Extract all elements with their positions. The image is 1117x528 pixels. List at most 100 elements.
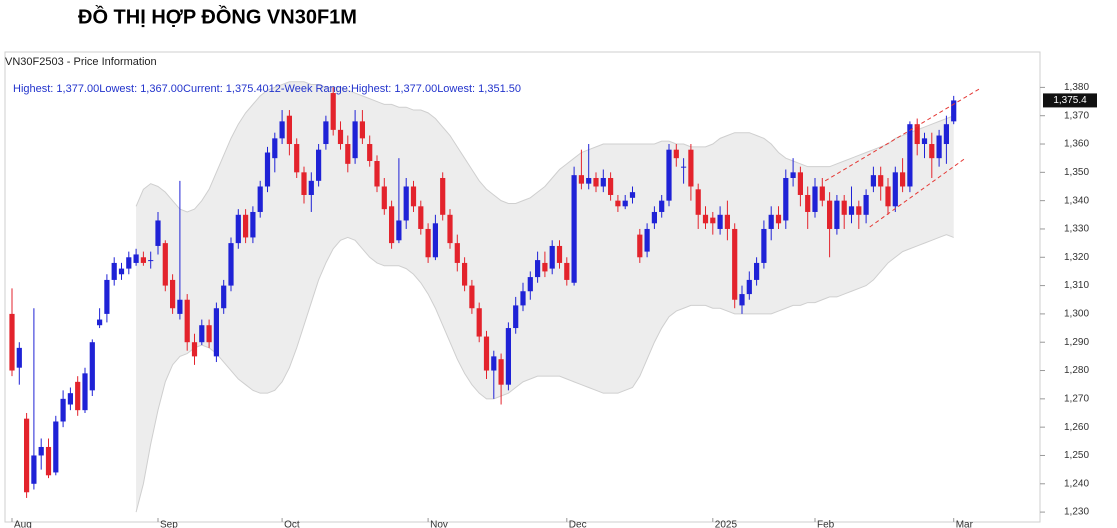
candle-body xyxy=(294,144,300,173)
candle-body xyxy=(761,228,767,263)
candle-body xyxy=(805,194,811,212)
candle-body xyxy=(498,359,504,385)
candle-body xyxy=(418,206,424,229)
x-tick-label: Dec xyxy=(569,520,587,528)
candle-body xyxy=(520,291,526,306)
candle-body xyxy=(608,177,614,195)
candle-body xyxy=(819,186,825,201)
candle-body xyxy=(272,138,278,159)
candle-body xyxy=(943,124,949,145)
candle-body xyxy=(184,299,190,343)
y-tick-label: 1,280 xyxy=(1064,365,1089,376)
candle-body xyxy=(921,138,928,145)
candle-body xyxy=(155,220,161,246)
candle-body xyxy=(403,186,409,221)
x-tick-label: Aug xyxy=(14,520,32,528)
candle-body xyxy=(250,211,256,238)
candle-body xyxy=(199,325,205,343)
y-tick-label: 1,350 xyxy=(1064,167,1089,178)
candle-body xyxy=(454,243,460,263)
candle-body xyxy=(16,347,22,368)
candle-body xyxy=(644,228,650,252)
candle-body xyxy=(286,115,292,145)
candle-body xyxy=(374,161,380,187)
candle-body xyxy=(556,245,563,263)
candle-body xyxy=(870,175,876,187)
candle-body xyxy=(513,305,519,329)
y-tick-label: 1,230 xyxy=(1064,507,1089,518)
candle-body xyxy=(45,446,52,476)
y-tick-label: 1,310 xyxy=(1064,280,1089,291)
x-tick-label: 2025 xyxy=(715,520,738,528)
candle-body xyxy=(739,294,745,306)
candle-body xyxy=(505,328,511,385)
candle-body xyxy=(790,172,796,178)
y-tick-label: 1,300 xyxy=(1064,309,1089,320)
x-tick-label: Sep xyxy=(160,520,178,528)
candle-body xyxy=(60,398,66,422)
candle-body xyxy=(812,186,818,212)
candle-body xyxy=(111,262,117,280)
candle-body xyxy=(67,393,73,405)
candle-body xyxy=(651,211,657,224)
y-tick-label: 1,330 xyxy=(1064,224,1089,235)
candle-body xyxy=(31,455,37,484)
candle-body xyxy=(425,228,431,258)
candle-body xyxy=(666,149,672,201)
candle-body xyxy=(228,243,234,286)
candle-body xyxy=(834,200,840,229)
candle-body xyxy=(367,144,373,162)
candle-body xyxy=(257,186,263,212)
candle-body xyxy=(221,285,227,309)
candle-body xyxy=(783,177,789,221)
candle-body xyxy=(863,194,869,215)
candle-body xyxy=(936,135,942,159)
candle-body xyxy=(659,200,665,212)
x-tick-label: Feb xyxy=(817,520,835,528)
y-tick-label: 1,380 xyxy=(1064,82,1089,93)
candle-body xyxy=(177,299,183,314)
candle-body xyxy=(571,175,577,283)
candle-body xyxy=(410,186,417,207)
candle-body xyxy=(118,268,125,275)
band-layer xyxy=(135,81,954,513)
candle-body xyxy=(900,172,906,187)
candle-body xyxy=(878,175,884,187)
candle-body xyxy=(396,220,402,241)
candle-body xyxy=(702,214,709,224)
marks-layer xyxy=(9,87,981,498)
candle-body xyxy=(797,172,803,195)
candle-body xyxy=(389,206,395,244)
candle-body xyxy=(476,308,482,337)
candle-body xyxy=(929,144,935,159)
candle-body xyxy=(170,279,176,309)
y-tick-label: 1,320 xyxy=(1064,252,1089,263)
candle-body xyxy=(279,121,285,139)
candle-body xyxy=(337,129,344,145)
candle-body xyxy=(695,189,701,215)
candle-body xyxy=(462,262,468,286)
candle-body xyxy=(688,149,694,187)
current-price-box xyxy=(1043,93,1097,108)
candle-body xyxy=(491,356,497,371)
candle-body xyxy=(768,214,774,229)
candle-body xyxy=(140,257,146,263)
candle-body xyxy=(206,325,212,343)
candle-body xyxy=(527,277,533,292)
candle-body xyxy=(907,124,913,187)
candle-body xyxy=(330,93,336,130)
candle-body xyxy=(746,279,752,295)
candle-body xyxy=(352,121,358,159)
candle-body xyxy=(717,214,723,229)
candle-body xyxy=(308,180,314,195)
candle-body xyxy=(483,336,490,371)
candle-body xyxy=(38,446,44,456)
candle-body xyxy=(622,200,628,207)
x-tick-label: Oct xyxy=(284,520,300,528)
chart-subtitle: VN30F2503 - Price Information xyxy=(5,56,157,68)
x-tick-label: Nov xyxy=(430,520,448,528)
candle-body xyxy=(775,214,782,224)
y-tick-label: 1,360 xyxy=(1064,139,1089,150)
current-price-label: 1,375.4 xyxy=(1053,95,1087,106)
